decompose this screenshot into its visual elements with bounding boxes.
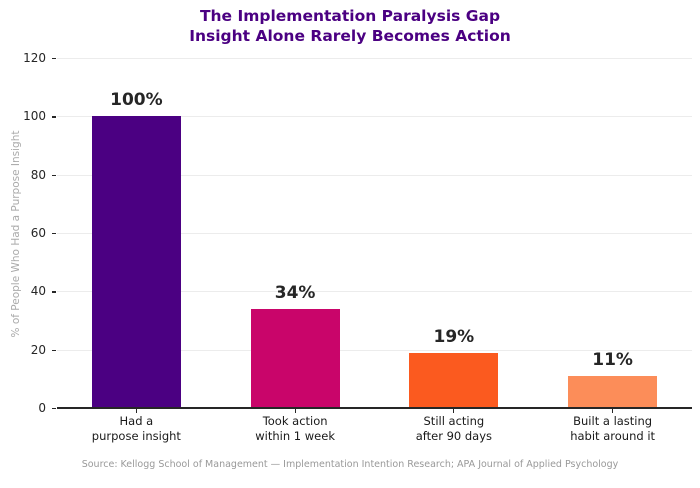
bar-value-label-4: 11% — [592, 349, 633, 370]
y-tick-label-80: 80 — [30, 167, 46, 182]
x-tick-label-3: Still acting after 90 days — [415, 414, 493, 444]
y-tick-mark-80 — [52, 174, 56, 176]
bar-value-label-3: 19% — [433, 326, 475, 347]
x-tick-label-1: Had a purpose insight — [91, 414, 181, 444]
chart-title: The Implementation Paralysis Gap — [199, 7, 501, 25]
bar-value-label-2: 34% — [274, 282, 316, 303]
y-tick-mark-20 — [52, 349, 56, 351]
plot-area: 100% 34% 19% 11% — [57, 58, 692, 408]
x-tick-mark-3 — [453, 408, 455, 413]
gridline-80 — [57, 174, 692, 176]
bar-4 — [568, 375, 658, 408]
bar-3 — [409, 352, 499, 408]
gridline-120 — [57, 58, 692, 59]
y-tick-label-20: 20 — [30, 342, 46, 357]
bar-2 — [250, 308, 340, 408]
x-tick-mark-2 — [294, 408, 296, 413]
source-caption: Source: Kellogg School of Management — I… — [81, 459, 619, 470]
y-tick-mark-60 — [52, 233, 56, 235]
y-tick-mark-40 — [52, 291, 56, 293]
y-tick-label-100: 100 — [23, 109, 46, 124]
gridline-60 — [57, 233, 692, 234]
gridline-40 — [57, 291, 692, 293]
gridline-20 — [57, 349, 692, 351]
y-tick-label-40: 40 — [30, 284, 46, 299]
y-tick-label-60: 60 — [30, 226, 46, 240]
y-tick-mark-100 — [52, 116, 56, 118]
x-tick-label-4: Built a lasting habit around it — [570, 414, 656, 444]
x-axis-line — [57, 407, 692, 409]
chart-subtitle: Insight Alone Rarely Becomes Action — [189, 26, 511, 45]
bar-value-label-1: 100% — [110, 90, 163, 111]
x-tick-mark-1 — [135, 408, 137, 413]
y-tick-mark-0 — [52, 408, 56, 410]
y-tick-label-120: 120 — [23, 51, 46, 65]
x-tick-mark-4 — [612, 408, 614, 413]
y-tick-label-0: 0 — [38, 401, 46, 415]
bar-1 — [91, 116, 181, 408]
chart-title-block: The Implementation Paralysis Gap Insight… — [0, 7, 700, 47]
x-tick-label-2: Took action within 1 week — [255, 414, 335, 444]
gridline-100 — [57, 116, 692, 118]
y-tick-mark-120 — [52, 58, 56, 60]
